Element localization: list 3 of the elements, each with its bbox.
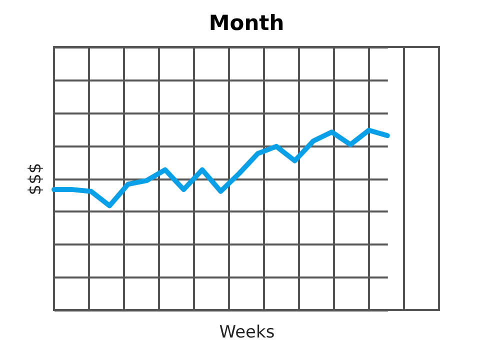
y-axis-title: $$$ bbox=[26, 162, 46, 196]
x-axis-title: Weeks bbox=[219, 322, 275, 342]
chart-title: Month bbox=[208, 11, 284, 35]
